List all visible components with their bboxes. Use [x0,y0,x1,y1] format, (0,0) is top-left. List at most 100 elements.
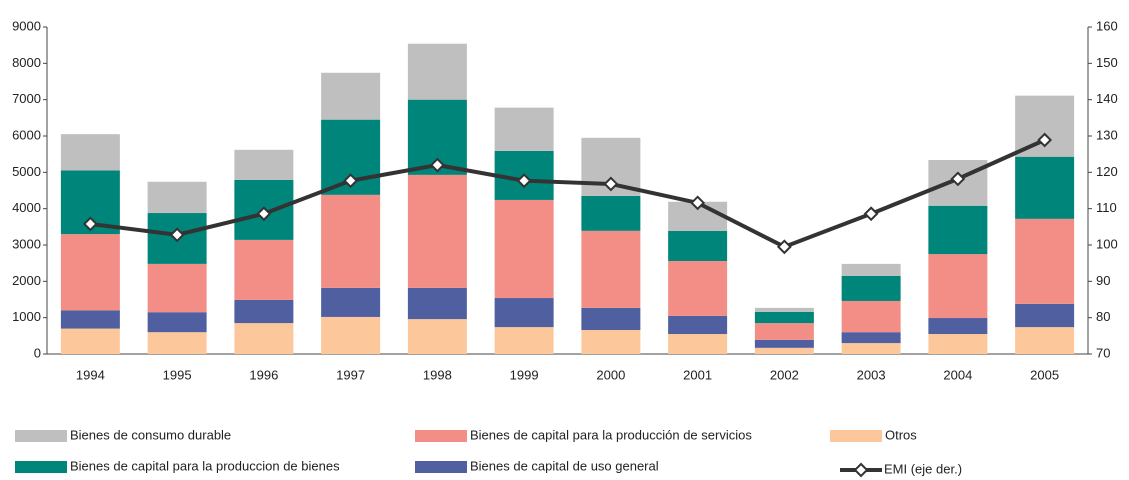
y2-tick-label: 160 [1096,18,1118,33]
y-tick-label: 9000 [12,18,41,33]
bar [841,275,901,301]
y2-tick-label: 80 [1096,309,1110,324]
bar [494,199,554,299]
legend-swatch [15,430,67,442]
bar [754,339,814,348]
y-tick-label: 7000 [12,91,41,106]
line-marker [256,206,272,222]
x-tick-label: 1998 [423,367,452,382]
bar [1015,303,1075,328]
line-marker [343,173,359,189]
bar [754,311,814,324]
x-tick-label: 2001 [683,367,712,382]
line [90,138,1046,250]
x-tick-label: 2003 [857,367,886,382]
bar [147,312,207,333]
bar [321,194,381,288]
legend-label: Bienes de capital para la producción de … [470,427,752,442]
y2-tick-label: 140 [1096,91,1118,106]
bar [841,300,901,333]
bar [60,310,120,329]
y2-tick-label: 100 [1096,236,1118,251]
bar [321,287,381,317]
y-tick-label: 8000 [12,55,41,70]
line-marker [516,173,532,189]
line-marker [863,206,879,222]
bar [581,330,641,354]
bar [668,334,728,354]
y2-tick-label: 120 [1096,164,1118,179]
bar [841,343,901,354]
legend-marker [853,462,869,478]
bar [754,307,814,312]
legend-swatch [415,461,467,473]
bar [581,195,641,231]
bar [147,332,207,354]
y-tick-label: 1000 [12,309,41,324]
y-tick-label: 5000 [12,164,41,179]
bar [494,298,554,328]
y-tick-label: 2000 [12,273,41,288]
y2-tick-label: 70 [1096,345,1110,360]
legend-swatch [415,430,467,442]
bar [234,299,294,324]
x-tick-label: 1996 [249,367,278,382]
line-marker [950,171,966,187]
line-marker [1037,132,1053,148]
bar [581,307,641,331]
bar [928,205,988,255]
bar [147,181,207,214]
x-tick-label: 2000 [596,367,625,382]
line-marker [603,176,619,192]
bar [234,239,294,300]
bar [234,323,294,354]
line-marker [429,157,445,173]
legend-swatch [830,430,882,442]
bar [494,327,554,354]
line-marker [169,227,185,243]
bar [668,315,728,335]
bar [407,287,467,320]
bar [668,260,728,316]
x-tick-label: 1999 [510,367,539,382]
bar [60,328,120,354]
line-marker [776,239,792,255]
bar [754,323,814,340]
x-tick-label: 2002 [770,367,799,382]
bar [234,149,294,180]
y2-tick-label: 150 [1096,55,1118,70]
bar [928,334,988,354]
bar [928,254,988,319]
bar [147,263,207,313]
bar [321,72,381,120]
bar [841,263,901,276]
bar [60,134,120,171]
y-tick-label: 4000 [12,200,41,215]
line-marker [82,216,98,232]
legend-label: Bienes de capital de uso general [470,458,659,473]
legend-swatch [15,461,67,473]
x-tick-label: 2004 [943,367,972,382]
x-tick-label: 1997 [336,367,365,382]
bar [407,174,467,288]
bar [407,43,467,100]
y2-tick-label: 90 [1096,273,1110,288]
line-marker [690,195,706,211]
bar [321,316,381,354]
y2-tick-label: 110 [1096,200,1117,215]
bar [581,230,641,308]
legend-label: EMI (eje der.) [884,461,962,476]
legend-label: Bienes de capital para la produccion de … [70,458,340,473]
bar [928,318,988,335]
y2-tick-label: 130 [1096,127,1118,142]
x-tick-label: 1994 [76,367,105,382]
bar [668,230,728,261]
x-tick-label: 2005 [1030,367,1059,382]
legend-label: Otros [885,427,917,442]
y-tick-label: 3000 [12,236,41,251]
bar [1015,218,1075,304]
y-tick-label: 0 [34,345,41,360]
bar [494,107,554,151]
y-tick-label: 6000 [12,127,41,142]
